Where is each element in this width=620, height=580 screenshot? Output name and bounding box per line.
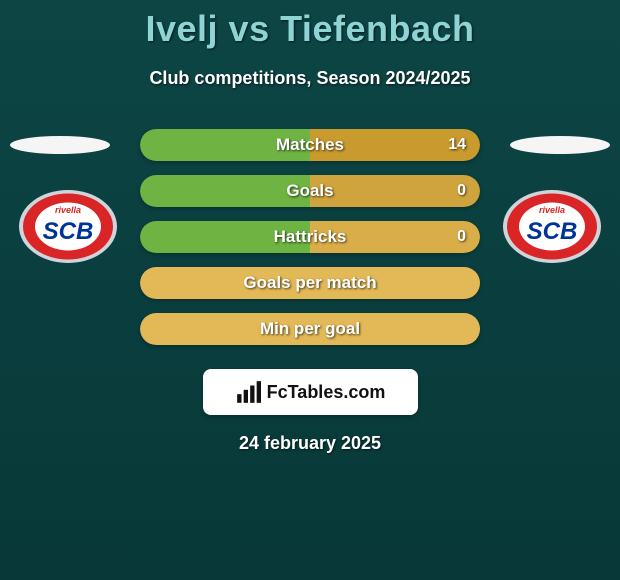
stat-fill-right xyxy=(310,175,480,207)
stat-label: Matches xyxy=(276,135,344,155)
stat-row-min-per-goal: Min per goal xyxy=(140,313,480,345)
stat-value-right: 14 xyxy=(448,136,466,154)
club-badge-right: rivella SCB xyxy=(502,189,602,264)
stat-row-matches: Matches 14 xyxy=(140,129,480,161)
stat-row-hattricks: Hattricks 0 xyxy=(140,221,480,253)
brand-text: FcTables.com xyxy=(267,382,386,403)
stats-container: Matches 14 Goals 0 Hattricks 0 Goals per match… xyxy=(140,129,480,345)
badge-text-top: rivella xyxy=(55,205,81,215)
stat-label: Min per goal xyxy=(260,319,360,339)
page-subtitle: Club competitions, Season 2024/2025 xyxy=(0,68,620,89)
player-silhouette-left xyxy=(10,136,110,154)
footer-date: 24 february 2025 xyxy=(0,433,620,454)
stat-label: Goals per match xyxy=(243,273,376,293)
bar-chart-icon xyxy=(235,379,261,405)
club-badge-right-svg: rivella SCB xyxy=(502,189,602,264)
badge-text-top: rivella xyxy=(539,205,565,215)
stat-row-goals: Goals 0 xyxy=(140,175,480,207)
stat-value-right: 0 xyxy=(457,228,466,246)
brand-box[interactable]: FcTables.com xyxy=(203,369,418,415)
page-title: Ivelj vs Tiefenbach xyxy=(0,0,620,50)
stat-label: Hattricks xyxy=(274,227,347,247)
stat-fill-left xyxy=(140,175,310,207)
comparison-content: rivella SCB rivella SCB Matches14Goals0H… xyxy=(0,129,620,454)
stat-row-goals-per-match: Goals per match xyxy=(140,267,480,299)
club-badge-left: rivella SCB xyxy=(18,189,118,264)
stat-label: Goals xyxy=(286,181,333,201)
badge-text-main: SCB xyxy=(527,218,578,245)
badge-text-main: SCB xyxy=(43,218,94,245)
player-silhouette-right xyxy=(510,136,610,154)
club-badge-left-svg: rivella SCB xyxy=(18,189,118,264)
stat-value-right: 0 xyxy=(457,182,466,200)
